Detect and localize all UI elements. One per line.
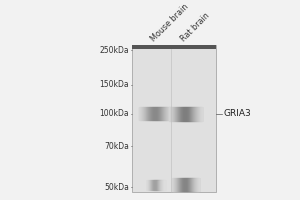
Text: GRIA3: GRIA3 bbox=[223, 109, 251, 118]
Text: Mouse brain: Mouse brain bbox=[149, 2, 190, 43]
Text: 100kDa: 100kDa bbox=[100, 109, 129, 118]
Text: Rat brain: Rat brain bbox=[179, 11, 212, 43]
Bar bbox=[132, 45, 216, 49]
Text: 150kDa: 150kDa bbox=[100, 80, 129, 89]
Bar bbox=[132, 45, 216, 192]
Text: 70kDa: 70kDa bbox=[104, 142, 129, 151]
Text: 250kDa: 250kDa bbox=[100, 46, 129, 55]
Text: 50kDa: 50kDa bbox=[104, 183, 129, 192]
